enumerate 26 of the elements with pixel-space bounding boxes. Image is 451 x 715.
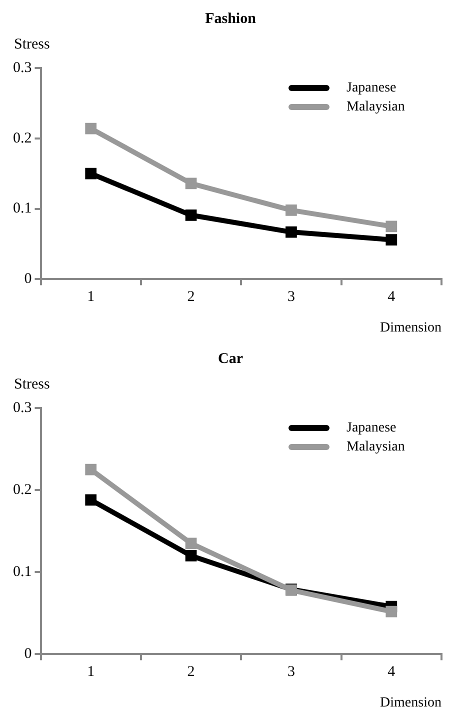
legend-label: Japanese — [346, 420, 396, 436]
legend-label: Malaysian — [346, 100, 405, 115]
y-tick-label: 0 — [24, 646, 32, 662]
y-tick-label: 0.3 — [13, 60, 32, 76]
y-tick-label: 0.2 — [13, 130, 32, 146]
x-tick-label: 4 — [388, 664, 396, 680]
chart-title: Car — [218, 350, 244, 367]
y-axis-title: Stress — [14, 376, 50, 392]
x-tick-label: 2 — [187, 664, 195, 680]
x-tick-label: 1 — [87, 289, 95, 306]
x-tick-label: 4 — [388, 289, 396, 306]
y-tick-label: 0.1 — [13, 564, 32, 580]
y-tick-label: 0 — [24, 271, 32, 288]
x-axis-title: Dimension — [380, 695, 442, 710]
x-tick-label: 3 — [287, 664, 295, 680]
y-axis-title: Stress — [14, 36, 50, 52]
x-axis-title: Dimension — [380, 320, 442, 336]
y-tick-label: 0.2 — [13, 482, 32, 498]
chart-title: Fashion — [205, 10, 257, 27]
x-tick-label: 3 — [287, 289, 295, 306]
y-tick-label: 0.1 — [13, 200, 32, 217]
y-tick-label: 0.3 — [13, 400, 32, 416]
x-tick-label: 1 — [87, 664, 95, 680]
x-tick-label: 2 — [187, 289, 195, 306]
legend-label: Japanese — [346, 80, 396, 96]
legend-label: Malaysian — [346, 440, 405, 455]
